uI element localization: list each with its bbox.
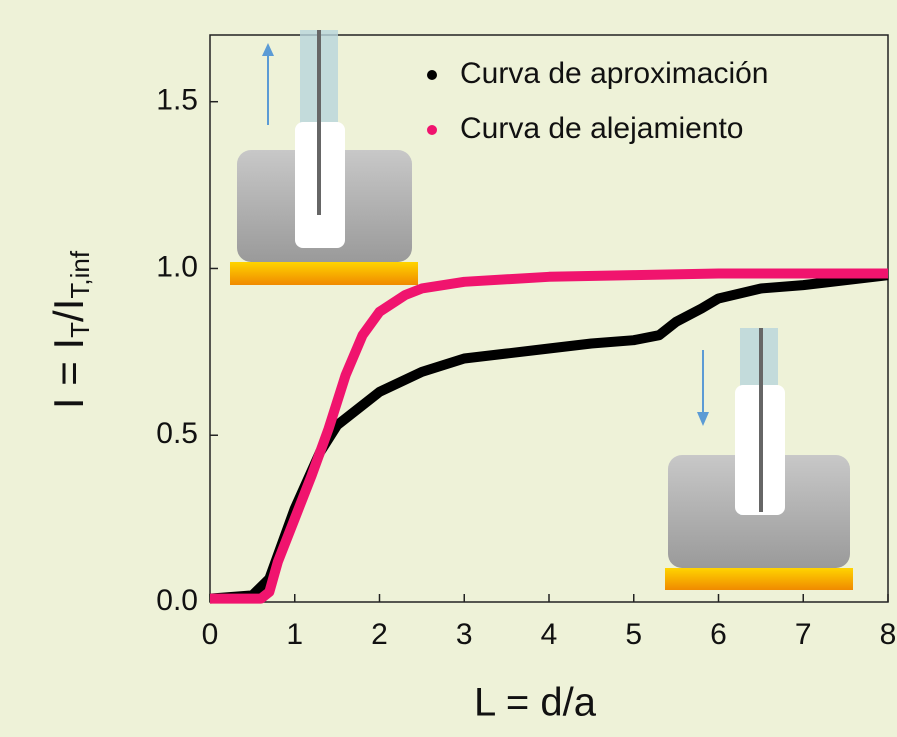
series-line: [210, 268, 888, 604]
y-title-sub: T: [65, 322, 95, 338]
inset-retract: [230, 30, 418, 285]
x-tick-label: 0: [202, 618, 219, 651]
legend-marker: [427, 125, 437, 135]
x-tick-label: 4: [541, 618, 558, 651]
y-title-part: /I: [45, 299, 92, 322]
arrow-head: [262, 43, 274, 56]
x-tick-label: 2: [371, 618, 388, 651]
legend-label: Curva de alejamiento: [460, 112, 744, 145]
x-tick-label: 5: [625, 618, 642, 651]
x-tick-label: 6: [710, 618, 727, 651]
y-tick-label: 0.5: [156, 417, 198, 450]
arrow-head: [697, 412, 709, 426]
substrate: [665, 568, 853, 590]
y-title-sub: T,inf: [65, 250, 95, 298]
y-axis-title: I = IT/IT,inf: [45, 250, 95, 409]
x-tick-label: 1: [286, 618, 303, 651]
x-tick-label: 7: [795, 618, 812, 651]
x-axis-title: L = d/a: [474, 681, 597, 725]
x-tick-label: 8: [880, 618, 897, 651]
legend-label: Curva de aproximación: [460, 57, 768, 90]
legend-marker: [427, 70, 437, 80]
y-tick-label: 1.0: [156, 250, 198, 283]
inset-approach: [665, 328, 853, 590]
y-tick-label: 0.0: [156, 584, 198, 617]
y-title-part: I = I: [45, 338, 92, 409]
y-tick-label: 1.5: [156, 84, 198, 117]
substrate: [230, 262, 418, 285]
x-tick-label: 3: [456, 618, 473, 651]
